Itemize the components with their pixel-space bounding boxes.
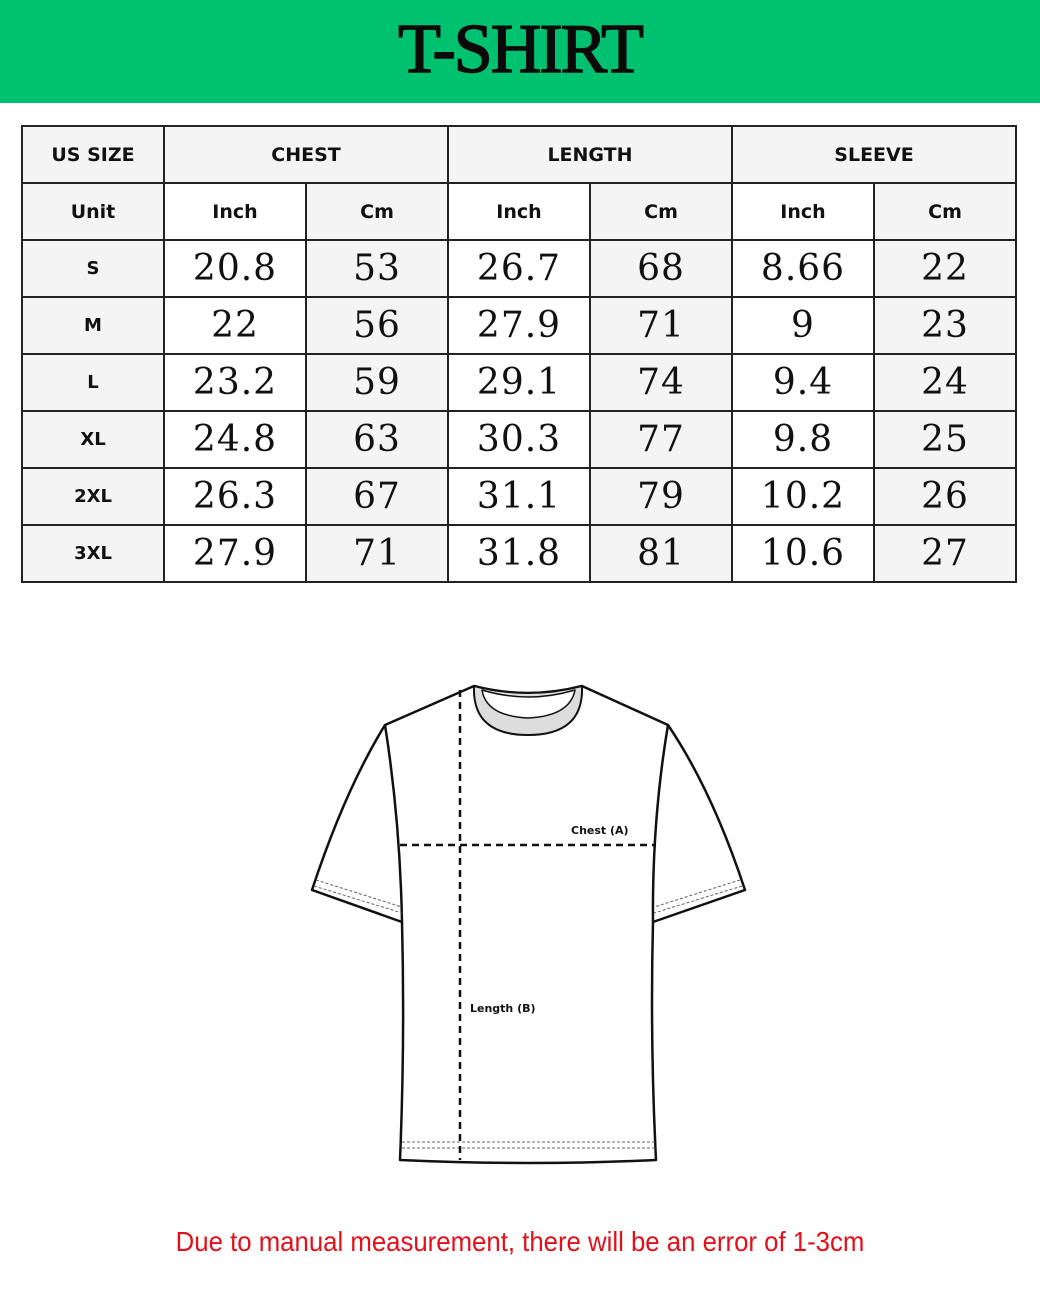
header-sleeve: SLEEVE: [731, 125, 1017, 184]
header-us-size: US SIZE: [21, 125, 165, 184]
value-cell: 26.3: [163, 467, 307, 526]
value-cell: 71: [589, 296, 733, 355]
header-length: LENGTH: [447, 125, 733, 184]
page-title: T-SHIRT: [397, 10, 644, 89]
value-cell: 67: [305, 467, 449, 526]
value-cell: 27.9: [447, 296, 591, 355]
size-cell: XL: [21, 410, 165, 469]
value-cell: 9.4: [731, 353, 875, 412]
chest-label: Chest (A): [571, 824, 629, 837]
table-row: S 20.8 53 26.7 68 8.66 22: [21, 239, 1017, 298]
value-cell: 23: [873, 296, 1017, 355]
value-cell: 9: [731, 296, 875, 355]
unit-row: Unit Inch Cm Inch Cm Inch Cm: [21, 182, 1017, 241]
value-cell: 27.9: [163, 524, 307, 583]
unit-inch: Inch: [447, 182, 591, 241]
value-cell: 74: [589, 353, 733, 412]
value-cell: 31.1: [447, 467, 591, 526]
size-cell: S: [21, 239, 165, 298]
value-cell: 30.3: [447, 410, 591, 469]
unit-inch: Inch: [163, 182, 307, 241]
value-cell: 23.2: [163, 353, 307, 412]
unit-cm: Cm: [589, 182, 733, 241]
header-chest: CHEST: [163, 125, 449, 184]
unit-inch: Inch: [731, 182, 875, 241]
value-cell: 29.1: [447, 353, 591, 412]
value-cell: 79: [589, 467, 733, 526]
table-row: XL 24.8 63 30.3 77 9.8 25: [21, 410, 1017, 469]
value-cell: 56: [305, 296, 449, 355]
value-cell: 81: [589, 524, 733, 583]
table-row: 3XL 27.9 71 31.8 81 10.6 27: [21, 524, 1017, 583]
value-cell: 59: [305, 353, 449, 412]
size-chart-table: US SIZE CHEST LENGTH SLEEVE Unit Inch Cm…: [21, 125, 1017, 583]
tshirt-outline: [310, 684, 747, 1165]
unit-label: Unit: [21, 182, 165, 241]
value-cell: 8.66: [731, 239, 875, 298]
value-cell: 68: [589, 239, 733, 298]
value-cell: 24.8: [163, 410, 307, 469]
value-cell: 20.8: [163, 239, 307, 298]
size-cell: 3XL: [21, 524, 165, 583]
size-cell: 2XL: [21, 467, 165, 526]
value-cell: 26.7: [447, 239, 591, 298]
value-cell: 9.8: [731, 410, 875, 469]
table-row: M 22 56 27.9 71 9 23: [21, 296, 1017, 355]
header-row: US SIZE CHEST LENGTH SLEEVE: [21, 125, 1017, 184]
value-cell: 63: [305, 410, 449, 469]
value-cell: 25: [873, 410, 1017, 469]
value-cell: 27: [873, 524, 1017, 583]
table-row: L 23.2 59 29.1 74 9.4 24: [21, 353, 1017, 412]
value-cell: 71: [305, 524, 449, 583]
value-cell: 53: [305, 239, 449, 298]
unit-cm: Cm: [305, 182, 449, 241]
length-label: Length (B): [470, 1002, 536, 1015]
value-cell: 77: [589, 410, 733, 469]
unit-cm: Cm: [873, 182, 1017, 241]
title-banner: T-SHIRT: [0, 0, 1040, 103]
value-cell: 24: [873, 353, 1017, 412]
value-cell: 22: [163, 296, 307, 355]
size-cell: L: [21, 353, 165, 412]
value-cell: 26: [873, 467, 1017, 526]
value-cell: 10.2: [731, 467, 875, 526]
value-cell: 31.8: [447, 524, 591, 583]
table-row: 2XL 26.3 67 31.1 79 10.2 26: [21, 467, 1017, 526]
measurement-note: Due to manual measurement, there will be…: [175, 1226, 865, 1257]
value-cell: 10.6: [731, 524, 875, 583]
size-cell: M: [21, 296, 165, 355]
value-cell: 22: [873, 239, 1017, 298]
